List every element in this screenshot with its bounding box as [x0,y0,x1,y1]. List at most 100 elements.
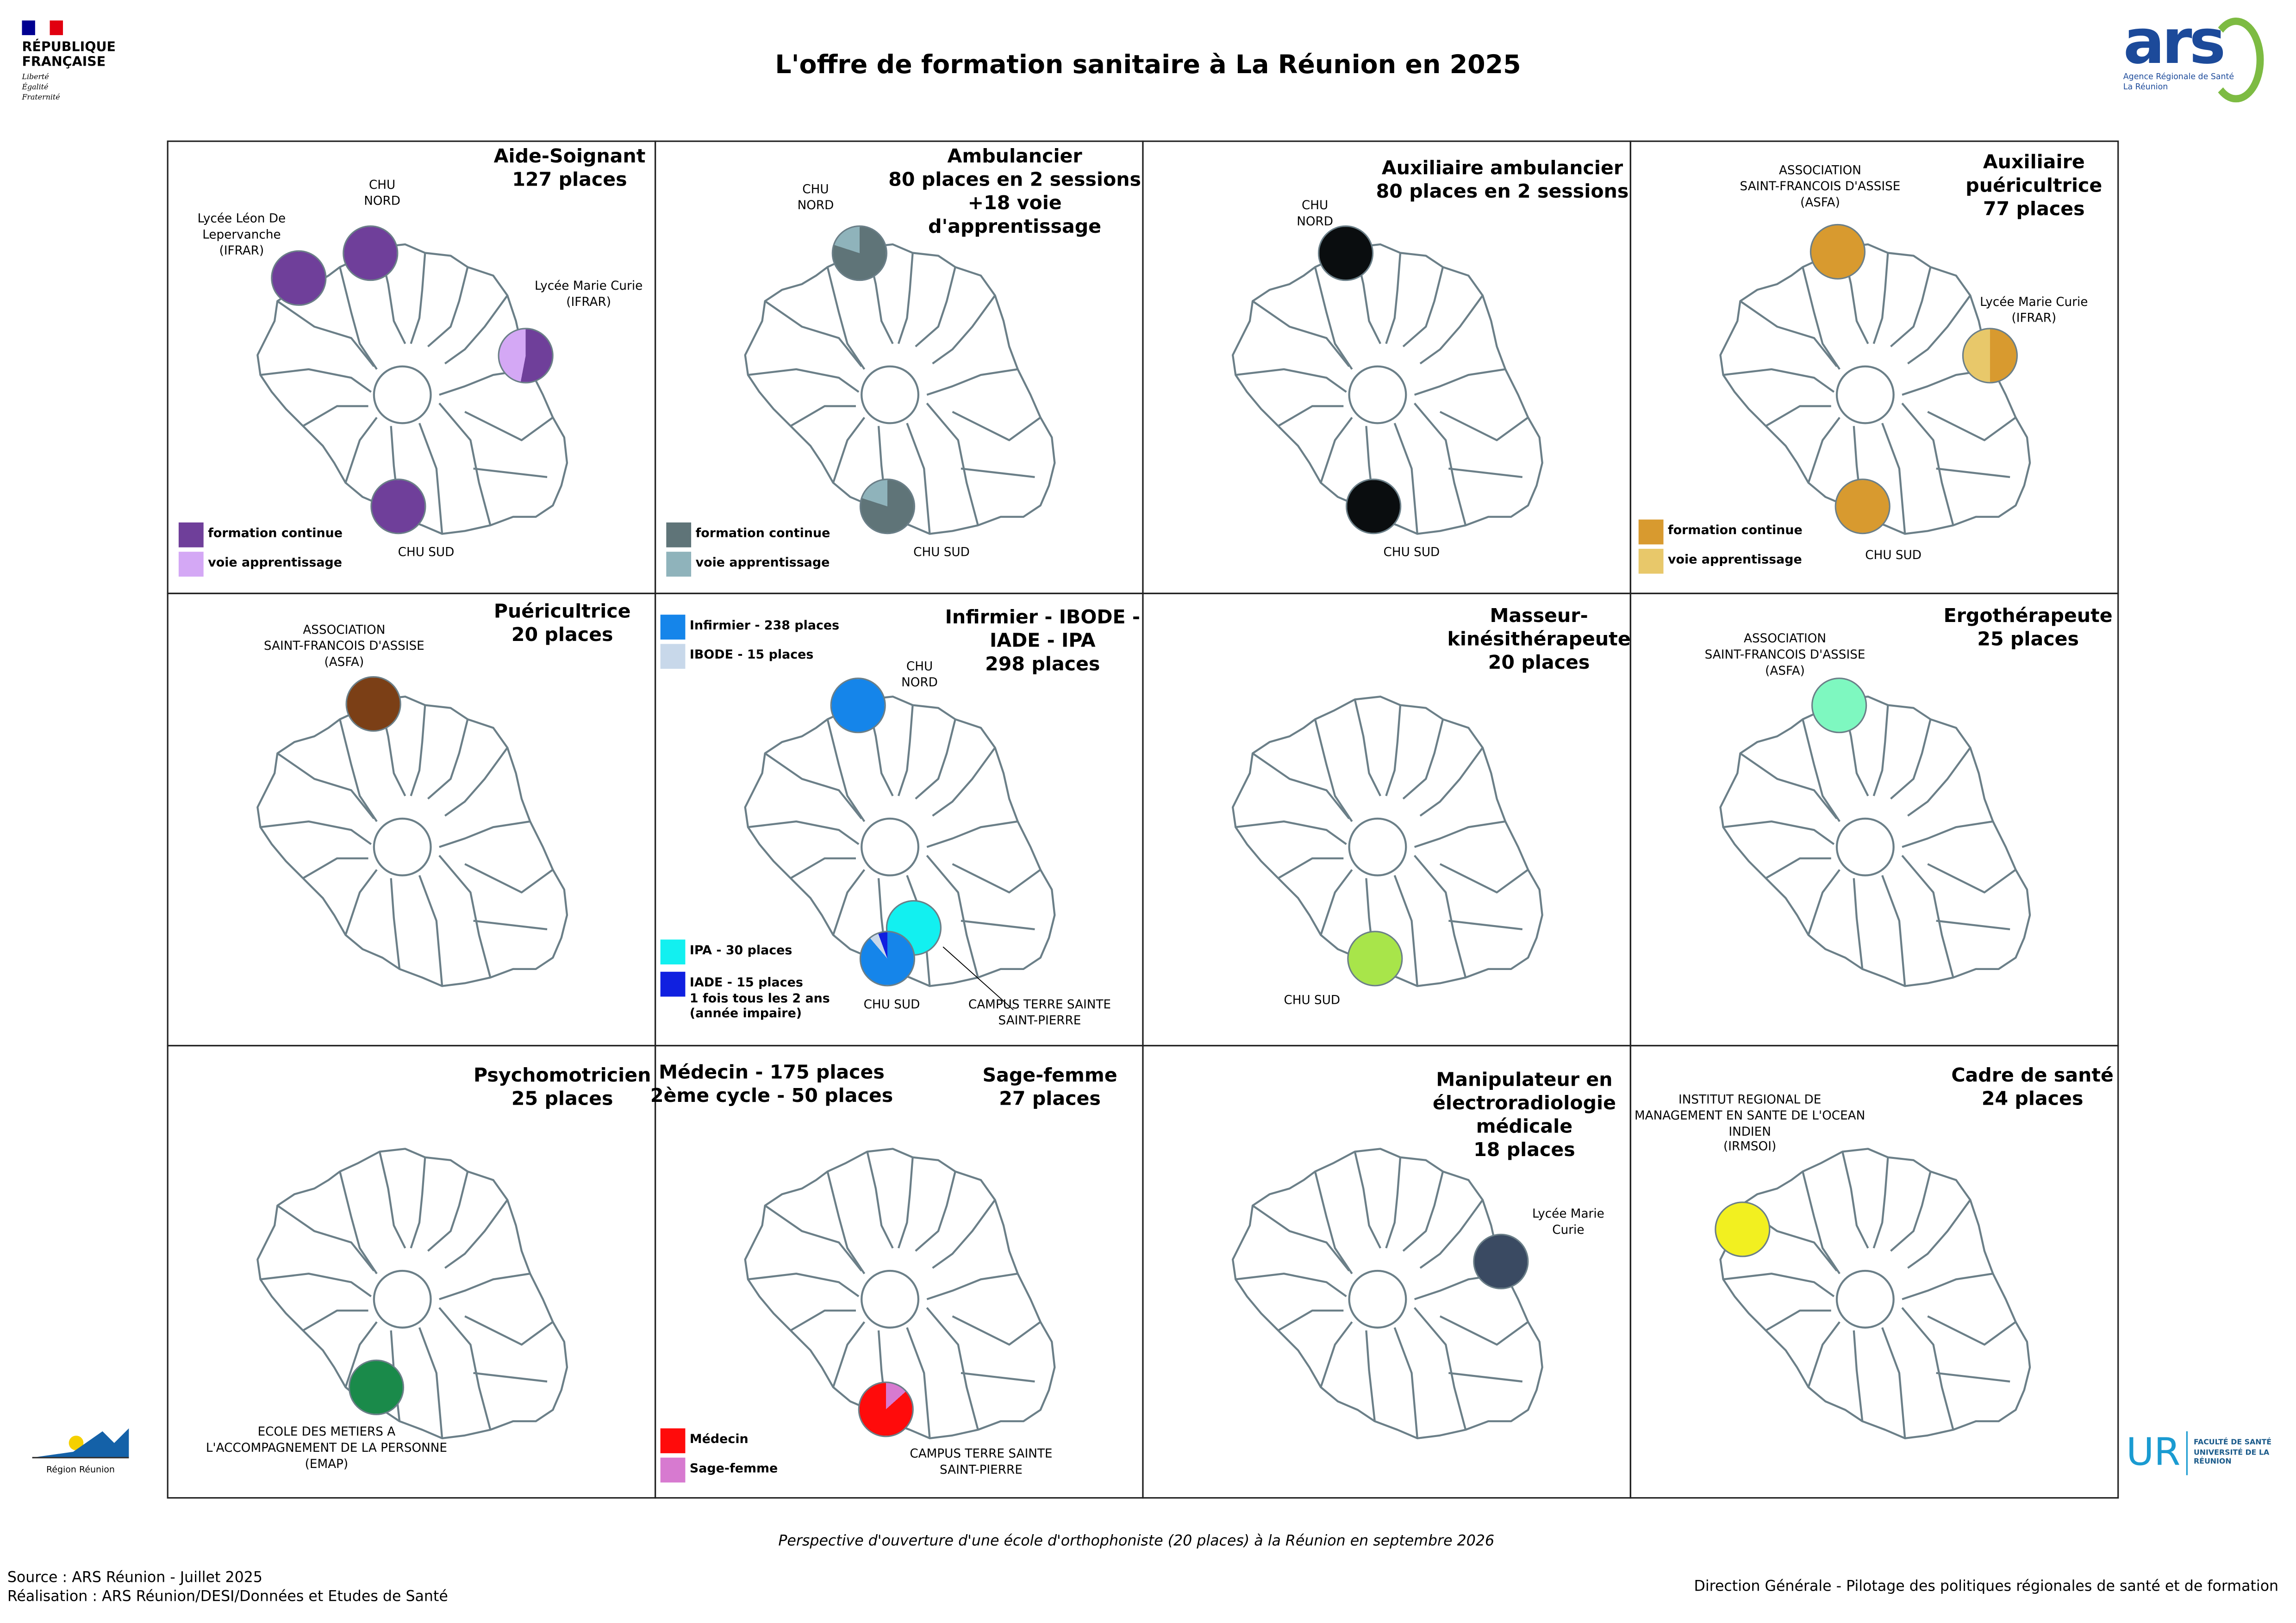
legend-swatch [660,1457,686,1483]
leader-line [942,946,1014,1010]
site-marker-pie[interactable] [1809,224,1866,280]
site-label: Lycée Marie Curie (IFRAR) [1980,294,2088,325]
ur-faculte-logo: UR FACULTÉ DE SANTÉ UNIVERSITÉ DE LA RÉU… [2126,1431,2282,1475]
site-label: CHU SUD [863,996,920,1012]
panel-title: Cadre de santé 24 places [1951,1065,2114,1111]
ur-logo-subtitle: FACULTÉ DE SANTÉ UNIVERSITÉ DE LA RÉUNIO… [2193,1439,2272,1467]
site-label: ASSOCIATION SAINT-FRANCOIS D'ASSISE (ASF… [1740,162,1901,209]
panel-title: Infirmier - IBODE - IADE - IPA 298 place… [945,607,1140,676]
legend-swatch [660,1428,686,1454]
site-label: Lycée Marie Curie [1532,1206,1604,1237]
panel-title: Aide-Soignant 127 places [493,146,646,192]
marianne-logo: RÉPUBLIQUE FRANÇAISE Liberté Égalité Fra… [22,20,121,104]
legend-swatch [660,939,686,964]
legend-swatch [1638,548,1664,574]
legend-swatch [178,522,204,547]
site-label: CHU NORD [1297,197,1334,228]
site-marker-pie[interactable] [1347,931,1403,987]
legend-item: IBODE - 15 places [660,644,814,669]
ars-logo-subtitle: Agence Régionale de Santé La Réunion [2123,73,2234,93]
republique-francaise-text: RÉPUBLIQUE FRANÇAISE [22,41,116,70]
panel-subtitle: Sage-femme 27 places [982,1065,1117,1111]
legend-item: formation continue [1638,519,1803,545]
site-marker-pie[interactable] [343,225,399,281]
legend-label: Médecin [689,1432,749,1448]
reunion-island-map [1715,1127,2041,1449]
site-label: ASSOCIATION SAINT-FRANCOIS D'ASSISE (ASF… [263,622,424,668]
legend-item: formation continue [666,522,830,547]
reunion-island-map [252,675,578,997]
legend-label: Infirmier - 238 places [689,619,840,634]
site-marker-pie[interactable] [1317,225,1374,281]
legend-swatch [666,552,692,577]
site-label: CAMPUS TERRE SAINTE SAINT-PIERRE [910,1446,1053,1477]
site-marker-pie[interactable] [1811,678,1867,734]
site-label: INSTITUT REGIONAL DE MANAGEMENT EN SANTE… [1635,1092,1866,1154]
site-label: CHU SUD [398,544,455,559]
site-label: CHU SUD [1383,544,1440,559]
page-title: L'offre de formation sanitaire à La Réun… [775,51,1521,81]
legend-swatch [1638,519,1664,545]
reunion-island-map [252,1127,578,1449]
legend-swatch [660,615,686,640]
legend-swatch [666,522,692,547]
panel-title: Médecin - 175 places 2ème cycle - 50 pla… [650,1062,893,1108]
site-marker-pie[interactable] [859,931,916,987]
panel-title: Psychomotricien 25 places [474,1065,651,1111]
site-marker-pie[interactable] [1715,1201,1771,1257]
site-label: CHU NORD [797,181,834,212]
site-label: CHU NORD [901,659,938,689]
panel-title: Masseur- kinésithérapeute 20 places [1447,606,1631,675]
ur-logo-text: UR [2126,1431,2188,1475]
site-marker-pie[interactable] [1473,1233,1529,1289]
legend-item: Sage-femme [660,1457,778,1483]
legend-swatch [178,552,204,577]
site-marker-pie[interactable] [859,479,916,535]
panel-title: Ergothérapeute 25 places [1943,606,2113,652]
site-label: CAMPUS TERRE SAINTE SAINT-PIERRE [968,996,1111,1027]
legend-label: formation continue [208,527,343,542]
legend-item: voie apprentissage [666,552,830,577]
reunion-island-map [1715,675,2041,997]
panel-title: Manipulateur en électroradiologie médica… [1432,1070,1616,1162]
site-label: Lycée Marie Curie (IFRAR) [534,278,643,309]
legend-label: voie apprentissage [1667,553,1802,568]
legend-label: voie apprentissage [208,556,343,571]
legend-item: voie apprentissage [178,552,343,577]
site-marker-pie[interactable] [1834,479,1890,535]
site-marker-pie[interactable] [1962,328,2018,384]
site-marker-pie[interactable] [345,676,401,732]
legend-item: Médecin [660,1428,749,1454]
legend-item: voie apprentissage [1638,548,1802,574]
mountain-icon [32,1428,129,1459]
site-marker-pie[interactable] [858,1381,914,1437]
source-text: Source : ARS Réunion - Juillet 2025 [7,1570,263,1586]
legend-swatch [660,644,686,669]
site-marker-pie[interactable] [831,225,887,281]
map-panel [1629,1045,2119,1499]
site-marker-pie[interactable] [830,678,886,734]
legend-item: IADE - 15 places 1 fois tous les 2 ans (… [660,971,830,1022]
site-label: Lycée Léon De Lepervanche (IFRAR) [197,211,286,257]
panel-title: Auxiliaire ambulancier 80 places en 2 se… [1376,158,1629,204]
legend-label: IBODE - 15 places [689,648,814,663]
devise-text: Liberté Égalité Fraternité [22,73,60,103]
legend-item: Infirmier - 238 places [660,615,840,640]
legend-label: formation continue [1667,524,1803,539]
site-marker-pie[interactable] [271,250,327,306]
legend-label: Sage-femme [689,1462,778,1477]
perspective-note: Perspective d'ouverture d'une école d'or… [778,1534,1495,1550]
site-label: CHU SUD [1865,547,1922,562]
panel-title: Auxiliaire puéricultrice 77 places [1965,152,2103,221]
site-marker-pie[interactable] [370,479,426,535]
legend-label: voie apprentissage [695,556,830,571]
site-marker-pie[interactable] [1346,479,1402,535]
legend-label: IADE - 15 places 1 fois tous les 2 ans (… [689,976,830,1022]
direction-text: Direction Générale - Pilotage des politi… [1694,1579,2279,1595]
legend-swatch [660,971,686,997]
realisation-text: Réalisation : ARS Réunion/DESI/Données e… [7,1589,448,1606]
site-marker-pie[interactable] [348,1359,405,1415]
site-marker-pie[interactable] [498,328,554,384]
site-label: CHU SUD [913,544,970,559]
legend-item: formation continue [178,522,343,547]
